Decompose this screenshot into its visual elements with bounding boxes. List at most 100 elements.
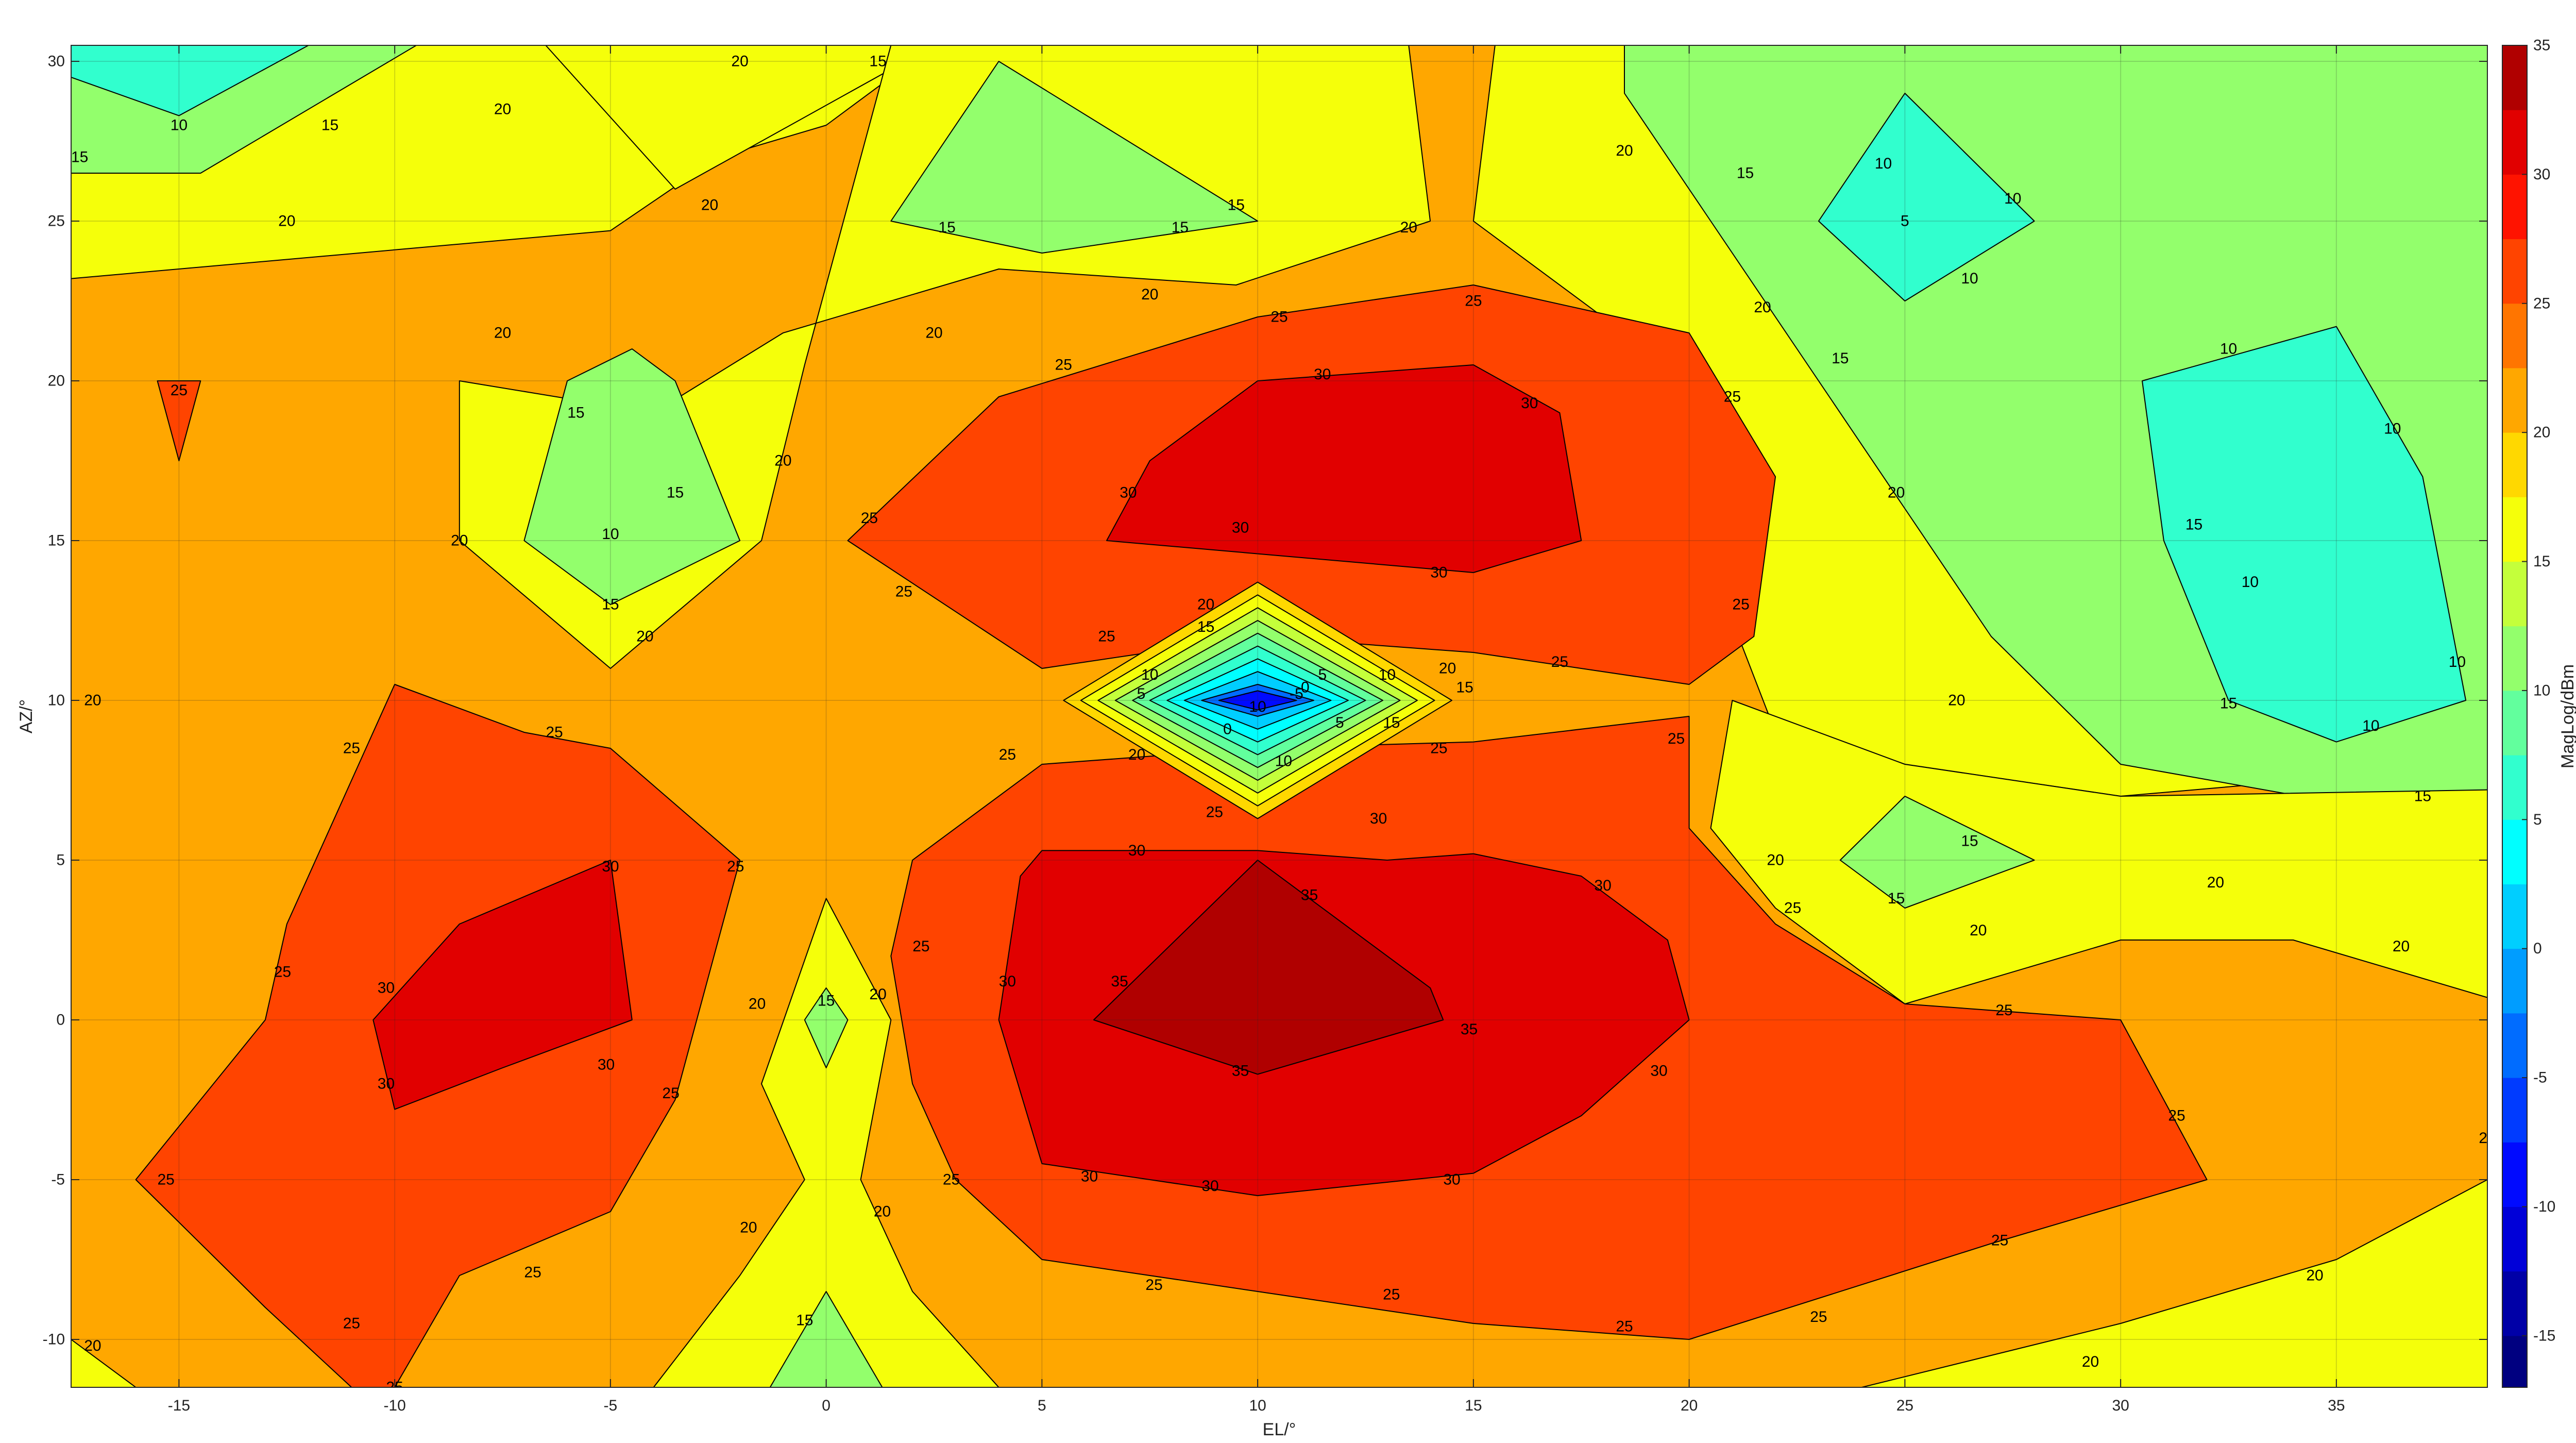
contour-label-79: 20 [84,1337,101,1354]
y-tick-label-5: 15 [48,532,65,549]
colorbar-band-10 [2502,690,2527,756]
contour-region-5 [890,61,1259,254]
colorbar-band-4 [2502,1078,2527,1143]
colorbar-band-18 [2502,174,2527,240]
contour-label-71: 30 [598,1056,615,1073]
grid-lines [71,45,2487,1387]
colorbar-band-0 [2502,1335,2527,1388]
x-tick-label-1: -10 [383,1397,405,1414]
contour-label-14: 20 [1141,286,1158,303]
contour-region-10 [2142,326,2467,743]
colorbar-tick-label-2: -5 [2533,1069,2547,1086]
contour-label-19: 15 [567,405,584,422]
contour-label-36: 25 [1098,628,1115,645]
contour-label-84: 20 [874,1203,891,1220]
contour-label-102: 20 [2207,874,2224,891]
contour-label-112: 10 [2362,717,2379,734]
contour-label-100: 20 [1767,852,1784,869]
colorbar-band-19 [2502,110,2527,175]
colorbar-tick-label-5: 10 [2533,682,2550,699]
contour-label-11: 20 [1400,219,1417,236]
contour-label-93: 25 [1383,1286,1400,1303]
contour-region-25 [1093,860,1444,1075]
contour-label-6: 15 [869,53,886,70]
colorbar-tick-label-3: 0 [2533,940,2542,957]
x-tick-label-6: 15 [1465,1397,1482,1414]
contour-label-90: 30 [1443,1171,1460,1188]
contour-label-114: 10 [2242,574,2259,591]
contour-label-119: 15 [1737,165,1754,182]
contour-label-65: 35 [1461,1021,1478,1038]
contour-label-125: 10 [1961,270,1978,287]
contour-label-73: 25 [274,964,291,981]
colorbar-band-1 [2502,1271,2527,1336]
contour-label-46: -5 [1290,685,1303,702]
colorbar-band-2 [2502,1206,2527,1272]
contour-label-25: 20 [636,628,653,645]
contour-label-32: 30 [1430,564,1447,581]
contour-label-89: 30 [1201,1178,1218,1195]
contour-label-103: 20 [2393,938,2410,955]
contour-label-88: 30 [1081,1168,1098,1185]
contour-label-40: 5 [1137,685,1146,702]
contour-label-63: 35 [1301,887,1318,904]
contour-label-17: 25 [1055,357,1072,374]
contour-region-22 [1106,364,1582,573]
contour-label-30: 25 [895,583,912,600]
contour-label-41: 10 [1379,666,1396,683]
contour-label-122: 20 [1616,142,1633,159]
contour-label-106: 20 [2082,1353,2099,1370]
contour-label-116: 10 [2220,341,2237,358]
contour-label-64: 35 [1111,973,1128,990]
colorbar-band-12 [2502,561,2527,627]
contour-label-55: 25 [1430,740,1447,757]
contour-label-37: 20 [1197,596,1214,613]
contour-label-21: 15 [667,484,684,501]
colorbar-tick-label-1: -10 [2533,1198,2555,1215]
contour-regions [71,45,2487,1387]
contour-label-57: 25 [343,740,360,757]
x-tick-label-0: -15 [168,1397,190,1414]
contour-region-35 [1218,690,1297,711]
contour-label-16: 25 [1270,309,1287,326]
contour-label-42: 15 [1456,679,1473,696]
contour-label-31: 30 [1232,519,1249,536]
contour-label-74: 25 [662,1085,679,1102]
contour-label-43: 20 [1439,660,1456,677]
contour-label-61: 30 [1370,810,1387,827]
contour-label-15: 25 [1465,293,1482,310]
contour-label-98: 25 [1995,1002,2012,1019]
contour-label-34: 25 [1732,596,1749,613]
contour-region-14 [71,1339,137,1387]
contour-label-27: 30 [1521,395,1538,412]
contour-label-5: 20 [731,53,748,70]
contour-label-3: 20 [278,213,295,230]
contour-region-20 [157,380,201,461]
colorbar-tick-label-7: 20 [2533,424,2550,441]
colorbar-band-5 [2502,1013,2527,1078]
contour-label-126: 5 [1901,213,1909,230]
contour-label-124: 10 [2004,190,2021,207]
x-tick-label-10: 35 [2328,1397,2345,1414]
contour-label-45: 0 [1301,679,1310,696]
y-axis-title: AZ/° [16,699,36,734]
colorbar-tick-label-4: 5 [2533,811,2542,828]
contour-region-6 [523,348,741,605]
colorbar-band-13 [2502,497,2527,562]
contour-label-28: 30 [1120,484,1137,501]
contour-label-9: 15 [1172,219,1189,236]
contour-label-70: 30 [378,1076,395,1093]
contour-label-1: 15 [71,149,88,166]
contour-label-12: 20 [494,325,511,342]
contour-label-120: 20 [1888,484,1905,501]
colorbar-tick-label-9: 30 [2533,166,2550,183]
colorbar-tick-label-6: 15 [2533,553,2550,570]
contour-label-108: 15 [1888,890,1905,907]
y-tick-label-7: 25 [48,213,65,230]
contour-label-18: 25 [171,382,188,399]
contour-label-49: 5 [1335,714,1344,731]
x-tick-label-9: 30 [2112,1397,2129,1414]
contour-label-10: 15 [1228,197,1245,214]
contour-label-0: 10 [171,117,188,134]
